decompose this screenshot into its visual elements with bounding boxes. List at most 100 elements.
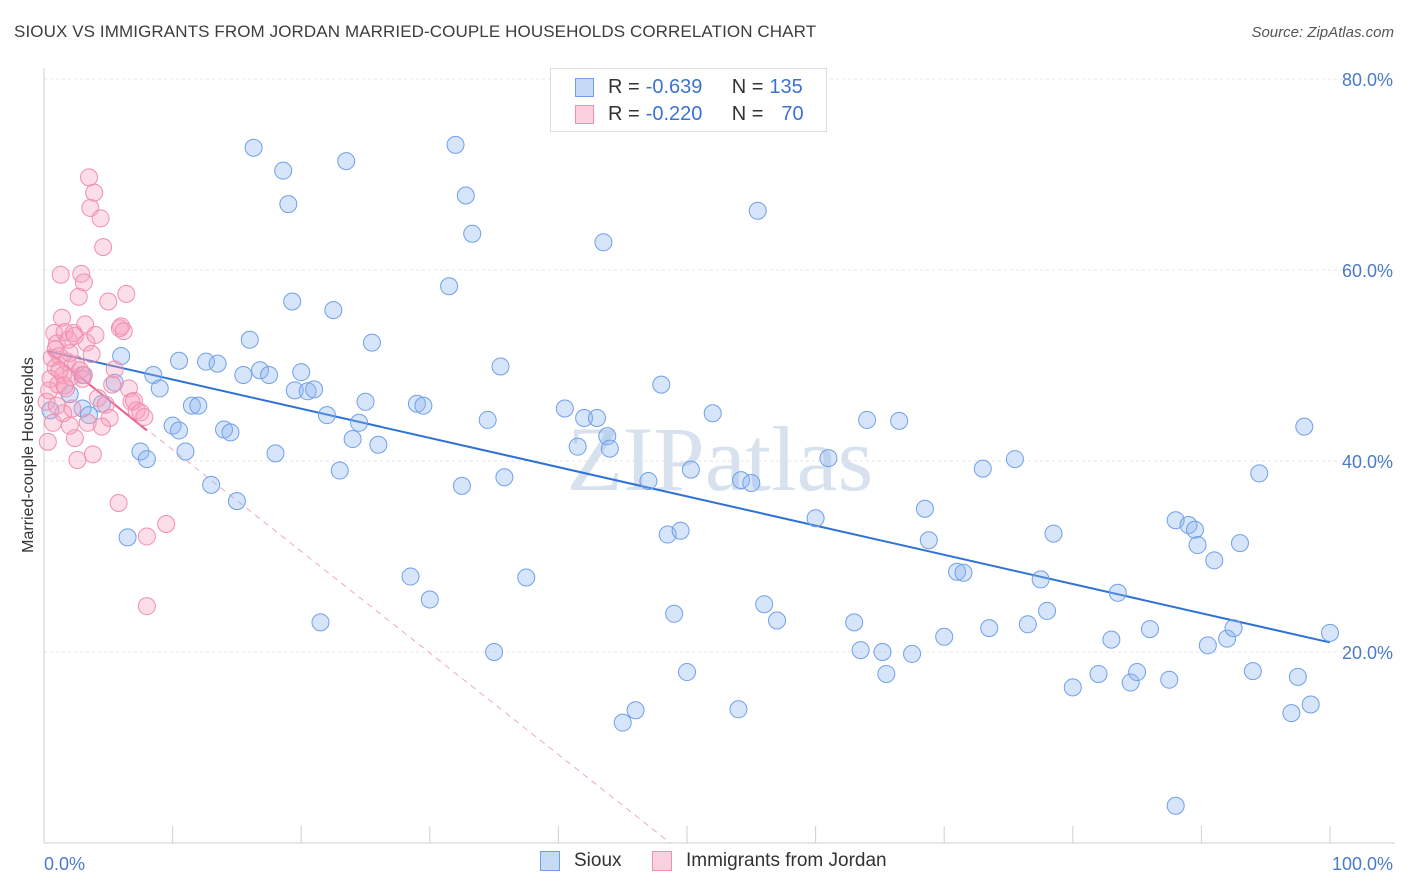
tick-labels: 20.0% 40.0% 60.0% 80.0% 0.0% 100.0% [44,70,1393,874]
sioux-point [626,701,645,720]
axes [43,68,1395,844]
jordan-point [114,322,133,341]
data-points [37,135,1339,815]
jordan-trend-line [47,350,148,432]
sioux-point [1018,615,1037,634]
sioux-point [1089,664,1108,683]
sioux-point [555,399,574,418]
jordan-point [74,273,93,292]
sioux-point [1295,417,1314,436]
jordan-point [109,494,128,513]
jordan-point [78,413,97,432]
sioux-point [732,471,751,490]
sioux-point [73,399,92,418]
sioux-point [369,435,388,454]
jordan-point [37,392,56,411]
sioux-point [240,330,259,349]
sioux-point [1230,534,1249,553]
sioux-point [234,366,253,385]
jordan-point [65,326,84,345]
sioux-swatch [575,77,594,97]
sioux-point [356,392,375,411]
jordan-point [82,345,101,364]
sioux-point [208,354,227,373]
sioux-point [678,663,696,682]
sioux-point [1205,551,1224,570]
sioux-point [703,404,722,423]
legend-row-sioux: R = -0.639 N = 135 [575,74,803,100]
sioux-point [600,439,619,458]
sioux-point [401,567,420,586]
sioux-point [227,492,246,511]
sioux-point [954,563,973,582]
sioux-point [182,396,201,415]
jordan-point [51,265,70,284]
sioux-point [915,499,934,518]
sioux-point [343,430,362,449]
sioux-point [150,379,169,398]
sioux-point [1282,704,1301,723]
sioux-point [478,410,497,429]
legend-row-jordan: R = -0.220 N = 70 [575,101,804,127]
sioux-point [440,277,459,296]
legend-item-sioux: Sioux [540,850,622,872]
jordan-point [85,183,104,202]
jordan-point [91,209,110,228]
bottom-legend: Sioux Immigrants from Jordan [0,850,1406,878]
sioux-point [1140,620,1159,639]
r-label: R = [608,75,640,98]
sioux-point [305,380,324,399]
sioux-point [137,450,156,469]
jordan-point [135,408,154,427]
jordan-point [157,515,176,534]
sioux-point [260,366,279,385]
legend-item-jordan: Immigrants from Jordan [652,850,887,872]
sioux-point [495,468,514,487]
sioux-point [1121,673,1140,692]
sioux-point [244,138,263,157]
sioux-point [851,641,870,660]
sioux-point [452,476,471,495]
sioux-point [1321,623,1339,642]
sioux-point [1188,536,1207,555]
sioux-point [729,700,748,719]
sioux-point [845,613,864,632]
sioux-point [639,472,658,491]
sioux-point [665,604,684,623]
sioux-point [980,619,999,638]
sioux-swatch [540,851,560,871]
chart-title: SIOUX VS IMMIGRANTS FROM JORDAN MARRIED-… [14,22,817,41]
sioux-point [1128,663,1147,682]
legend-box: R = -0.639 N = 135 R = -0.220 N = 70 [550,68,827,132]
jordan-point [50,361,69,380]
n-value: 135 [769,75,803,98]
sioux-point [948,562,967,581]
trend-lines [47,350,1331,844]
n-label: N = [731,75,764,98]
jordan-point [69,287,88,306]
sioux-point [251,361,270,380]
y-tick-label: 60.0% [1342,261,1393,281]
sioux-point [858,410,877,429]
sioux-point [755,595,774,614]
jordan-point [83,445,102,464]
gridlines [44,78,1395,653]
y-tick-label: 20.0% [1342,643,1393,663]
jordan-trend-extension [47,350,671,844]
sioux-point [1224,619,1243,638]
sioux-point [317,406,336,425]
jordan-point [117,284,136,303]
jordan-point [92,417,111,436]
sioux-point [414,396,433,415]
sioux-point [568,437,587,456]
sioux-point [1166,796,1185,815]
sioux-point [935,627,954,646]
source-label: Source: ZipAtlas.com [1251,24,1394,41]
sioux-point [362,333,381,352]
sioux-point [1250,464,1269,483]
r-value: -0.639 [645,75,703,98]
sioux-point [170,421,189,440]
n-value: 70 [781,102,804,125]
sioux-point [652,375,671,394]
x-tick-label: 100.0% [1332,854,1393,874]
